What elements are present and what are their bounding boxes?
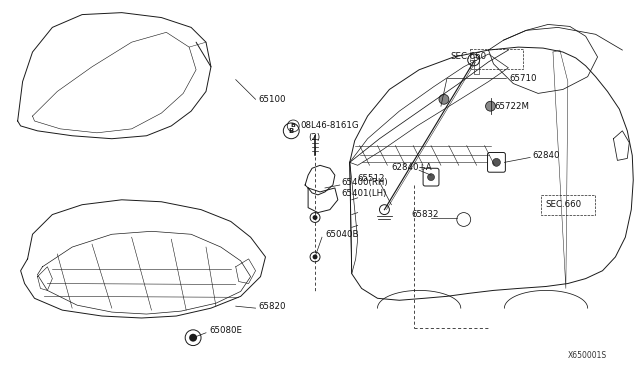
Circle shape [189,334,197,341]
Circle shape [310,252,320,262]
Circle shape [310,212,320,222]
Text: 65820: 65820 [259,302,286,311]
Text: 65100: 65100 [259,95,286,104]
Circle shape [312,215,317,220]
Circle shape [468,54,479,66]
Circle shape [493,158,500,166]
FancyBboxPatch shape [488,153,506,172]
FancyBboxPatch shape [423,168,439,186]
Circle shape [439,94,449,104]
Text: 08L46-8161G: 08L46-8161G [300,121,359,131]
Text: B: B [291,124,296,128]
Text: 65832: 65832 [412,210,438,219]
Text: 62840: 62840 [532,151,559,160]
Text: X650001S: X650001S [568,351,607,360]
Circle shape [312,254,317,259]
Text: (2): (2) [308,133,320,142]
Text: 65401(LH): 65401(LH) [342,189,387,198]
Circle shape [486,101,495,111]
Text: 65400(RH): 65400(RH) [342,177,388,187]
Text: 65080E: 65080E [209,326,242,335]
Text: SEC.660: SEC.660 [451,52,487,61]
Circle shape [428,174,435,180]
Text: 62840+A: 62840+A [392,163,432,172]
Text: 65710: 65710 [509,74,537,83]
Text: 65040B: 65040B [325,230,358,239]
Circle shape [380,205,389,215]
Text: 65512: 65512 [358,174,385,183]
Text: B: B [289,128,294,134]
Text: SEC.660: SEC.660 [545,200,581,209]
Text: 65722M: 65722M [495,102,529,111]
Circle shape [185,330,201,346]
